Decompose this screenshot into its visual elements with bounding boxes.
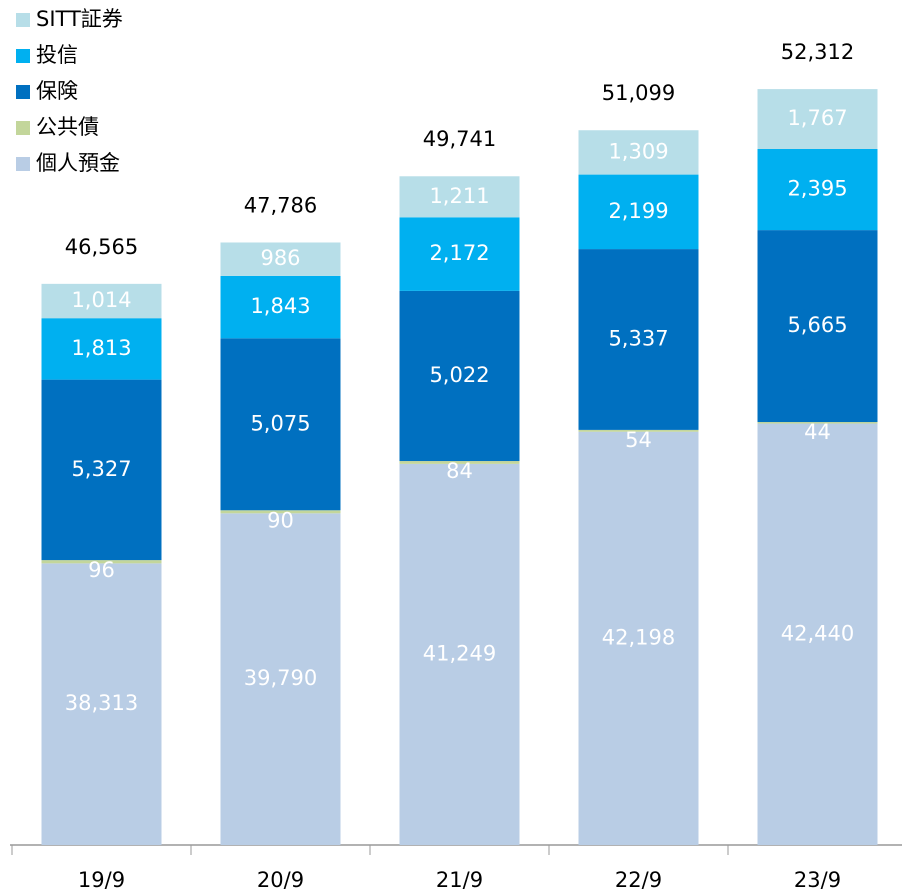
data-label: 90	[267, 508, 294, 532]
bar-segment	[578, 429, 699, 432]
data-label: 2,199	[608, 199, 668, 223]
x-tick-label: 23/9	[794, 868, 841, 892]
legend-swatch	[16, 85, 30, 99]
data-label: 42,440	[781, 621, 854, 645]
bar-segment	[399, 217, 520, 291]
bar-segment	[220, 513, 341, 845]
data-label: 1,813	[71, 336, 131, 360]
bar-segment	[757, 423, 878, 845]
data-label: 5,337	[608, 326, 668, 350]
bar-segment	[399, 290, 520, 462]
legend-label: SITT証券	[36, 7, 123, 31]
data-label: 2,395	[787, 177, 847, 201]
bar-segment	[399, 461, 520, 464]
legend-label: 投信	[36, 43, 78, 67]
total-label: 52,312	[781, 40, 854, 64]
data-label: 986	[260, 246, 300, 270]
x-tick-label: 20/9	[257, 868, 304, 892]
x-tick-label: 19/9	[78, 868, 125, 892]
data-label: 84	[446, 459, 473, 483]
bar-segment	[220, 242, 341, 276]
data-label: 5,327	[71, 457, 131, 481]
data-label: 1,014	[71, 288, 131, 312]
bar-segment	[399, 463, 520, 845]
bar-segment	[757, 148, 878, 231]
bar-segment	[41, 379, 162, 561]
data-label: 42,198	[602, 625, 675, 649]
bar-segment	[757, 422, 878, 424]
total-label: 47,786	[244, 193, 317, 217]
data-label: 5,022	[429, 363, 489, 387]
data-label: 5,075	[250, 411, 310, 435]
legend-swatch	[16, 157, 30, 171]
bar-segment	[220, 275, 341, 339]
data-label: 5,665	[787, 313, 847, 337]
bar-segment	[41, 563, 162, 845]
legend-swatch	[16, 13, 30, 27]
legend-label: 公共債	[36, 115, 99, 139]
legend-swatch	[16, 49, 30, 63]
data-label: 2,172	[429, 241, 489, 265]
data-label: 38,313	[65, 691, 138, 715]
total-label: 49,741	[423, 127, 496, 151]
data-label: 1,843	[250, 294, 310, 318]
bar-segment	[578, 174, 699, 250]
data-label: 39,790	[244, 666, 317, 690]
data-label: 96	[88, 558, 115, 582]
data-label: 1,767	[787, 106, 847, 130]
bar-segment	[41, 560, 162, 564]
bar-segment	[220, 510, 341, 514]
bar-segment	[220, 338, 341, 511]
total-label: 46,565	[65, 235, 138, 259]
data-label: 1,211	[429, 184, 489, 208]
bar-segment	[757, 230, 878, 423]
bar-segment	[399, 176, 520, 218]
data-label: 54	[625, 428, 652, 452]
x-tick-label: 21/9	[436, 868, 483, 892]
bar-segment	[578, 130, 699, 175]
legend-swatch	[16, 121, 30, 135]
data-label: 41,249	[423, 641, 496, 665]
x-tick-label: 22/9	[615, 868, 662, 892]
data-label: 1,309	[608, 139, 668, 163]
legend-label: 個人預金	[36, 151, 120, 175]
bar-segment	[578, 249, 699, 430]
bar-segment	[757, 89, 878, 149]
total-label: 51,099	[602, 81, 675, 105]
bar-segment	[41, 283, 162, 319]
bar-segment	[41, 318, 162, 380]
bar-segment	[578, 431, 699, 845]
legend-label: 保険	[36, 79, 78, 103]
data-label: 44	[804, 420, 831, 444]
